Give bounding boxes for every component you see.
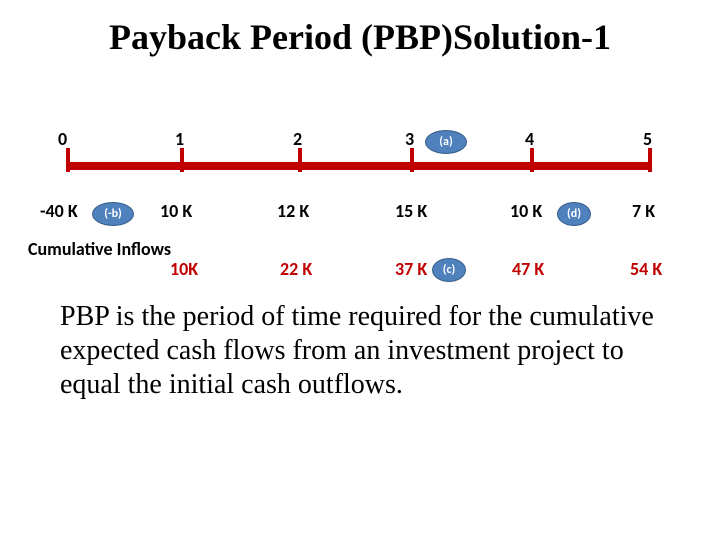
annotation-d: (d) (557, 202, 591, 226)
cashflow-year-3: 15 K (395, 200, 427, 222)
cumulative-value-3: 37 K (395, 258, 427, 280)
cumulative-value-1: 10K (170, 258, 198, 280)
year-label-5: 5 (643, 128, 652, 150)
annotation-c-text: (c) (443, 263, 456, 277)
cashflow-year-2: 12 K (277, 200, 309, 222)
cashflow-year-5: 7 K (632, 200, 655, 222)
timeline-tick-3 (410, 148, 414, 172)
timeline-axis (66, 162, 652, 170)
timeline-tick-1 (180, 148, 184, 172)
cashflow-year-1: 10 K (160, 200, 192, 222)
timeline-tick-0 (66, 148, 70, 172)
slide-title: Payback Period (PBP)Solution-1 (0, 16, 720, 58)
cashflow-year-0: -40 K (40, 200, 78, 222)
cashflow-year-4: 10 K (510, 200, 542, 222)
definition-paragraph: PBP is the period of time required for t… (60, 300, 670, 402)
slide: Payback Period (PBP)Solution-1 0 1 2 3 4 5 -4… (0, 0, 720, 540)
timeline-tick-2 (298, 148, 302, 172)
annotation-c: (c) (432, 258, 466, 282)
annotation-b-text: (-b) (104, 207, 122, 221)
annotation-b: (-b) (92, 202, 134, 226)
year-label-4: 4 (525, 128, 534, 150)
cumulative-inflows-label: Cumulative Inflows (28, 238, 171, 260)
annotation-a: (a) (425, 130, 467, 154)
cumulative-value-2: 22 K (280, 258, 312, 280)
timeline-tick-4 (530, 148, 534, 172)
year-label-0: 0 (58, 128, 67, 150)
year-label-2: 2 (293, 128, 302, 150)
year-label-1: 1 (175, 128, 184, 150)
annotation-a-text: (a) (439, 135, 452, 149)
annotation-d-text: (d) (567, 207, 581, 221)
timeline-tick-5 (648, 148, 652, 172)
year-label-3: 3 (405, 128, 414, 150)
cumulative-value-4: 47 K (512, 258, 544, 280)
cumulative-value-5: 54 K (630, 258, 662, 280)
